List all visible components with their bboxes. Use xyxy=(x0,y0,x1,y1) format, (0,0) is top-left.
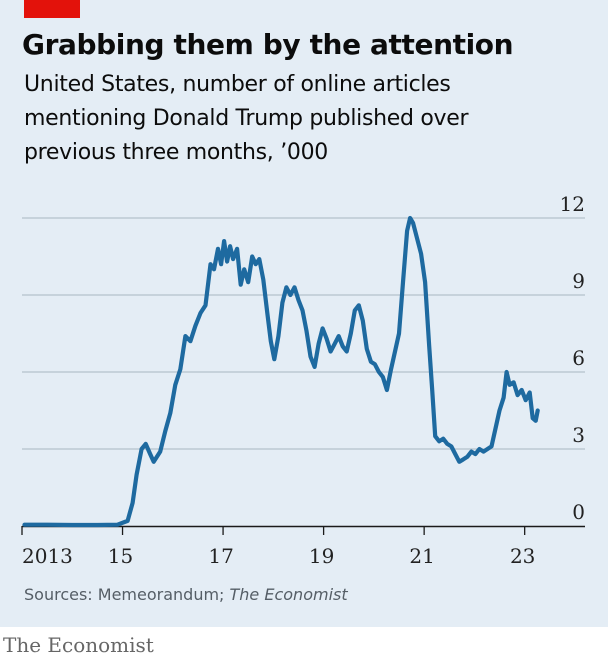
chart-subtitle: United States, number of online articles… xyxy=(24,72,469,165)
source-note: Sources: Memeorandum; The Economist xyxy=(24,585,348,604)
chart-title: Grabbing them by the attention xyxy=(22,28,514,61)
x-tick-label: 17 xyxy=(208,544,233,568)
brand-red-tag xyxy=(24,0,80,18)
brand-logo: The Economist xyxy=(3,633,154,657)
series-line xyxy=(22,215,540,528)
y-tick-label: 0 xyxy=(572,500,585,524)
source-italic: The Economist xyxy=(229,585,348,604)
line-chart: 0 3 6 9 12 2013 15 17 19 21 23 xyxy=(21,192,585,568)
y-axis-tick-labels: 0 3 6 9 12 xyxy=(560,192,585,524)
y-tick-label: 6 xyxy=(572,346,585,370)
y-tick-label: 3 xyxy=(572,423,585,447)
source-prefix: Sources: Memeorandum; xyxy=(24,585,230,604)
x-tick-label: 21 xyxy=(409,544,434,568)
x-tick-label: 23 xyxy=(510,544,535,568)
series-layer xyxy=(22,215,540,528)
x-tick-label: 2013 xyxy=(22,544,73,568)
y-tick-label: 12 xyxy=(560,192,585,216)
x-axis: 2013 15 17 19 21 23 xyxy=(21,525,585,568)
y-tick-label: 9 xyxy=(572,269,585,293)
x-tick-label: 15 xyxy=(108,544,133,568)
x-tick-label: 19 xyxy=(309,544,334,568)
